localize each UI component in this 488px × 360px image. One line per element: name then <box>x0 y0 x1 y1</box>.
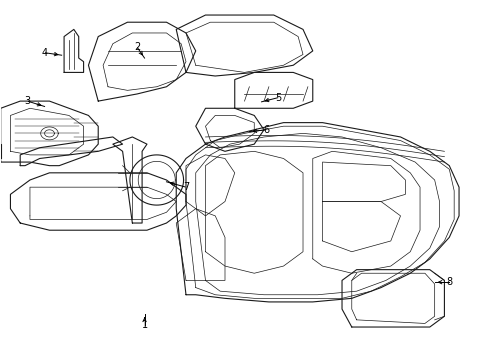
Text: 4: 4 <box>41 48 47 58</box>
Text: 5: 5 <box>275 93 281 103</box>
Text: 6: 6 <box>263 125 269 135</box>
Text: 7: 7 <box>183 182 189 192</box>
Text: 3: 3 <box>24 96 31 106</box>
Text: 1: 1 <box>141 320 147 330</box>
Text: 8: 8 <box>446 277 451 287</box>
Text: 2: 2 <box>134 42 140 52</box>
